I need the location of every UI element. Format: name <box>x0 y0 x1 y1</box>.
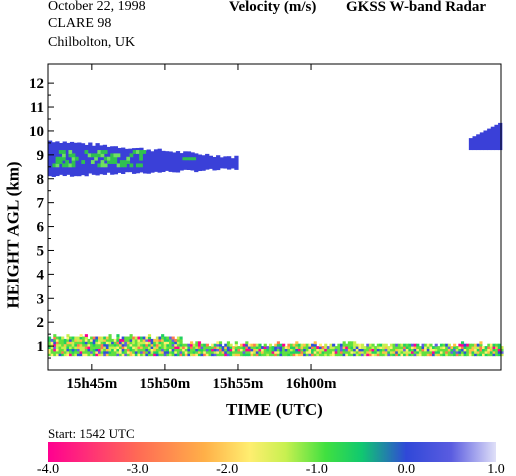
plot-background <box>48 64 501 370</box>
colorbar: -4.0 -3.0 -2.0 -1.0 0.0 1.0 <box>37 442 505 476</box>
y-tick-label: 11 <box>30 100 44 116</box>
boundary-layer-echo <box>48 334 504 357</box>
instrument-label: GKSS W-band Radar <box>346 0 487 15</box>
chart-title: Velocity (m/s) <box>229 0 317 15</box>
colorbar-tick-label: -4.0 <box>37 462 59 476</box>
date-label: October 22, 1998 <box>48 0 146 14</box>
x-tick-label: 15h50m <box>139 376 190 392</box>
upper-cloud-fragment <box>468 122 503 151</box>
y-tick-label: 3 <box>37 291 45 307</box>
colorbar-tick-label: -2.0 <box>216 462 238 476</box>
x-axis-title: TIME (UTC) <box>226 400 323 419</box>
y-tick-label: 2 <box>37 315 45 331</box>
y-tick-label: 4 <box>37 267 45 283</box>
colorbar-tick-label: -1.0 <box>306 462 328 476</box>
plot-area <box>47 63 504 371</box>
site-label: Chilbolton, UK <box>48 35 136 50</box>
y-tick-label: 12 <box>29 76 44 92</box>
start-time-label: Start: 1542 UTC <box>48 426 135 441</box>
colorbar-tick-label: -3.0 <box>127 462 149 476</box>
y-tick-label: 10 <box>29 124 44 140</box>
y-tick-label: 1 <box>37 339 45 355</box>
y-tick-label: 6 <box>37 220 45 236</box>
x-axis: 15h45m 15h50m 15h55m 16h00m <box>66 64 337 392</box>
colorbar-tick-label: 0.0 <box>398 462 416 476</box>
colorbar-strip <box>48 442 496 462</box>
upper-cloud-layer <box>48 140 239 177</box>
campaign-label: CLARE 98 <box>48 16 112 31</box>
y-tick-label: 8 <box>37 172 45 188</box>
y-tick-label: 9 <box>37 148 45 164</box>
y-tick-label: 7 <box>37 196 45 212</box>
y-axis-title: HEIGHT AGL (km) <box>3 161 23 309</box>
x-tick-label: 15h55m <box>213 376 264 392</box>
x-tick-label: 16h00m <box>286 376 337 392</box>
plot-frame <box>47 63 502 371</box>
x-tick-label: 15h45m <box>66 376 117 392</box>
colorbar-tick-label: 1.0 <box>487 462 505 476</box>
y-tick-label: 5 <box>37 243 45 259</box>
